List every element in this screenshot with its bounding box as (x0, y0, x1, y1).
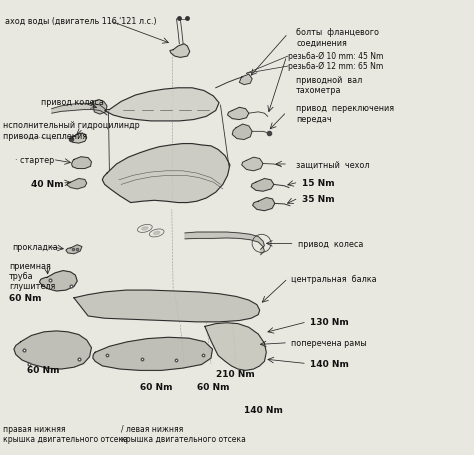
Text: соединения: соединения (296, 38, 347, 47)
Polygon shape (93, 100, 107, 114)
Polygon shape (242, 157, 263, 171)
Text: / левая нижняя: / левая нижняя (121, 425, 183, 434)
Text: труба: труба (9, 272, 34, 281)
Text: крышка двигательного отсека: крышка двигательного отсека (3, 435, 128, 444)
Text: тахометра: тахометра (296, 86, 342, 95)
Text: 130 Nm: 130 Nm (310, 318, 349, 327)
Polygon shape (71, 133, 87, 143)
Polygon shape (74, 290, 260, 322)
Text: приводной  вал: приводной вал (296, 76, 362, 85)
Text: правая нижняя: правая нижняя (3, 425, 65, 434)
Polygon shape (105, 88, 219, 121)
Text: поперечена рамы: поперечена рамы (292, 339, 367, 348)
Polygon shape (228, 107, 249, 120)
Text: нсполнительный гидроцилиндр: нсполнительный гидроцилиндр (3, 121, 140, 130)
Polygon shape (205, 323, 266, 370)
Polygon shape (52, 103, 107, 115)
Text: приемная: приемная (9, 262, 51, 271)
Text: защитный  чехол: защитный чехол (296, 161, 370, 170)
Text: резьба-Ø 12 mm: 65 Nm: резьба-Ø 12 mm: 65 Nm (288, 61, 383, 71)
Polygon shape (232, 124, 252, 140)
Polygon shape (72, 157, 91, 168)
Text: резьба-Ø 10 mm: 45 Nm: резьба-Ø 10 mm: 45 Nm (288, 51, 383, 61)
Polygon shape (239, 74, 252, 85)
Text: 140 Nm: 140 Nm (310, 360, 349, 369)
Text: болты  фланцевого: болты фланцевого (296, 28, 379, 37)
Polygon shape (93, 337, 212, 370)
Text: прокладка: прокладка (12, 243, 58, 253)
Polygon shape (14, 331, 91, 369)
Text: 60 Nm: 60 Nm (9, 294, 42, 303)
Text: 60 Nm: 60 Nm (27, 366, 59, 375)
Text: 40 Nm: 40 Nm (31, 180, 64, 189)
Polygon shape (185, 232, 264, 255)
Text: аход воды (двигатель 116,'121 л.с.): аход воды (двигатель 116,'121 л.с.) (5, 16, 157, 25)
Polygon shape (170, 44, 190, 57)
Text: передач: передач (296, 115, 332, 124)
Text: 140 Nm: 140 Nm (244, 406, 283, 415)
Text: 60 Nm: 60 Nm (140, 383, 173, 392)
Text: крышка двигательного отсека: крышка двигательного отсека (121, 435, 246, 444)
Polygon shape (253, 197, 275, 211)
Polygon shape (39, 271, 77, 291)
Polygon shape (251, 178, 274, 191)
Polygon shape (67, 178, 87, 189)
Text: привод  переключения: привод переключения (296, 104, 394, 113)
Ellipse shape (153, 231, 160, 235)
Text: центральная  балка: центральная балка (292, 275, 377, 284)
Ellipse shape (141, 227, 148, 230)
Text: привода сцепления: привода сцепления (3, 132, 87, 142)
Text: привод  колеса: привод колеса (299, 240, 364, 249)
Text: 60 Nm: 60 Nm (197, 383, 229, 392)
Text: · стартер: · стартер (15, 157, 54, 165)
Polygon shape (66, 245, 82, 254)
Text: 15 Nm: 15 Nm (302, 179, 335, 188)
Text: 35 Nm: 35 Nm (302, 195, 335, 204)
Text: привод колеса: привод колеса (41, 98, 104, 107)
Text: 210 Nm: 210 Nm (216, 370, 255, 379)
Text: глушителя: глушителя (9, 283, 55, 291)
Polygon shape (102, 144, 230, 202)
